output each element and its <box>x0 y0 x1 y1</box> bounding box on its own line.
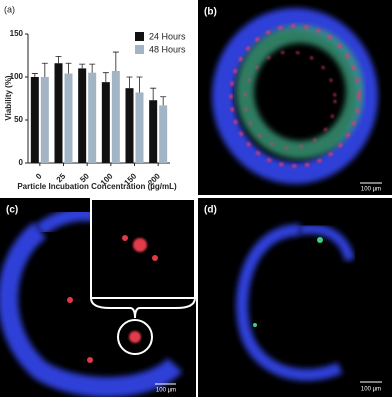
legend-swatch <box>135 32 144 41</box>
bar <box>40 77 49 163</box>
error-bar <box>31 73 38 77</box>
error-bar <box>160 96 167 106</box>
bar <box>64 73 73 163</box>
y-tick-label: 50 <box>14 115 23 124</box>
panel-label: (b) <box>204 7 217 18</box>
panel-label: (d) <box>204 205 217 216</box>
scale-bar-label: 100 µm <box>361 387 381 393</box>
error-bar <box>136 76 143 93</box>
bar <box>78 68 87 163</box>
scale-bar-label: 100 µm <box>156 388 176 394</box>
error-bar <box>55 55 62 64</box>
y-tick-label: 150 <box>10 29 24 38</box>
bar <box>88 72 97 163</box>
bar <box>101 82 110 163</box>
y-tick-label: 100 <box>10 72 24 81</box>
error-bar <box>41 62 48 77</box>
bar-chart: (a) Particle Incubation Concentration (µ… <box>4 4 186 191</box>
bar <box>30 77 39 163</box>
x-axis-label: Particle Incubation Concentration (µg/mL… <box>17 182 177 191</box>
legend-swatch <box>135 45 144 54</box>
error-bar <box>150 87 157 101</box>
error-bar <box>89 63 96 73</box>
error-bar <box>112 51 119 71</box>
x-tick-label: 0 <box>34 171 44 181</box>
panel-label: (a) <box>4 4 15 14</box>
error-bar <box>102 72 109 83</box>
image-c: (c) 100 µm <box>0 198 196 397</box>
bar <box>149 100 158 163</box>
bar <box>125 88 134 163</box>
bar <box>54 63 63 163</box>
legend-label: 24 Hours <box>149 31 186 41</box>
error-bar <box>79 63 86 69</box>
image-d: (d) 100 µm <box>198 198 392 397</box>
image-b: (b) 100 µm <box>198 0 392 195</box>
bar <box>111 70 120 163</box>
y-axis-label: Viability (%) <box>4 75 13 121</box>
panel-label: (c) <box>6 205 18 216</box>
error-bar <box>65 62 72 74</box>
bar <box>135 92 144 163</box>
y-tick-label: 0 <box>19 158 24 167</box>
scale-bar-label: 100 µm <box>361 187 381 193</box>
error-bar <box>126 76 133 89</box>
bar <box>159 105 168 163</box>
legend-label: 48 Hours <box>149 44 186 54</box>
